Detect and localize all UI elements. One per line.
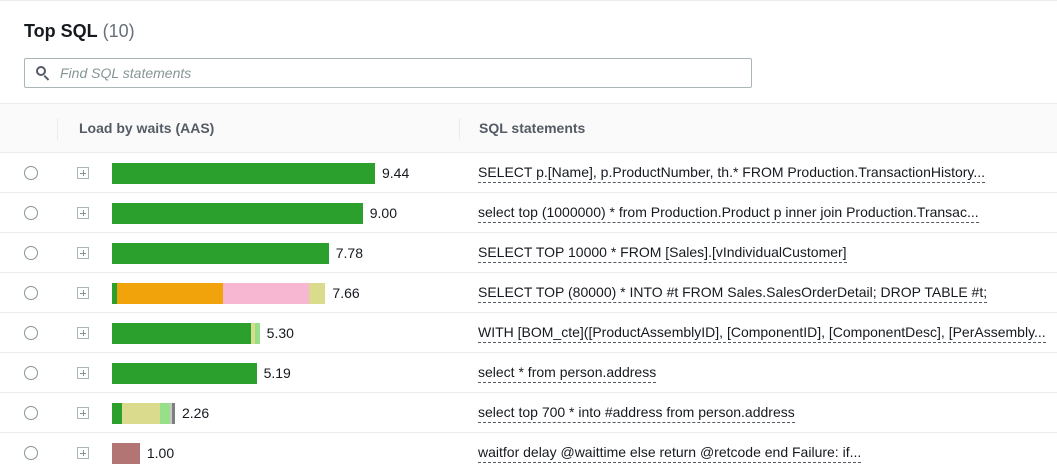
load-bar-segment[interactable] [251,323,256,344]
sql-statement-link[interactable]: SELECT TOP 10000 * FROM [Sales].[vIndivi… [478,243,847,263]
column-divider [459,118,460,140]
load-bar[interactable] [112,443,140,464]
load-bar-segment[interactable] [112,403,123,424]
search-box[interactable] [24,58,752,88]
expand-row-icon[interactable] [77,407,89,419]
row-select-radio[interactable] [24,166,38,180]
load-bar-segment[interactable] [171,403,175,424]
expand-row-icon[interactable] [77,287,89,299]
load-bar-segment[interactable] [112,243,329,264]
load-bar-segment[interactable] [112,363,257,384]
load-value: 9.00 [369,205,397,221]
sql-statement-link[interactable]: WITH [BOM_cte]([ProductAssemblyID], [Com… [478,323,1046,343]
load-bar[interactable] [112,323,260,344]
row-select-radio[interactable] [24,366,38,380]
statement-count: (10) [102,21,135,41]
table-row[interactable]: 5.19 select * from person.address [0,353,1057,393]
load-value: 9.44 [382,165,410,181]
load-bar-segment[interactable] [117,283,224,304]
load-bar-segment[interactable] [255,323,260,344]
expand-row-icon[interactable] [77,327,89,339]
load-bar[interactable] [112,283,326,304]
search-input[interactable] [60,65,740,81]
table-row[interactable]: 7.78 SELECT TOP 10000 * FROM [Sales].[vIn… [0,233,1057,273]
load-bar-segment[interactable] [112,283,117,304]
table-row[interactable]: 7.66 SELECT TOP (80000) * INTO #t FROM Sa… [0,273,1057,313]
sql-statement-link[interactable]: select * from person.address [478,363,657,383]
table-row[interactable]: 5.30 WITH [BOM_cte]([ProductAssemblyID], … [0,313,1057,353]
table-row[interactable]: 9.00 select top (1000000) * from Producti… [0,193,1057,233]
load-value: 5.30 [266,325,294,341]
expand-row-icon[interactable] [77,447,89,459]
row-select-radio[interactable] [24,206,38,220]
row-select-radio[interactable] [24,326,38,340]
expand-row-icon[interactable] [77,167,89,179]
load-bar-segment[interactable] [112,163,375,184]
column-header-sql[interactable]: SQL statements [479,120,586,136]
row-select-radio[interactable] [24,286,38,300]
load-bar[interactable] [112,403,175,424]
load-bar-segment[interactable] [170,403,172,424]
load-bar-segment[interactable] [160,403,171,424]
load-bar-segment[interactable] [223,283,309,304]
column-divider [57,118,58,140]
expand-row-icon[interactable] [77,247,89,259]
load-bar-segment[interactable] [112,203,363,224]
row-select-radio[interactable] [24,246,38,260]
table-header: Load by waits (AAS) SQL statements [0,103,1057,153]
load-bar-segment[interactable] [308,283,326,304]
load-bar-segment[interactable] [112,323,252,344]
load-value: 5.19 [263,365,291,381]
panel-header: Top SQL (10) [24,21,135,45]
sql-statement-link[interactable]: SELECT TOP (80000) * INTO #t FROM Sales.… [478,283,988,303]
load-bar[interactable] [112,363,257,384]
load-value: 1.00 [146,445,175,461]
load-value: 7.66 [332,285,360,301]
row-select-radio[interactable] [24,406,38,420]
sql-statement-link[interactable]: waitfor delay @waittime else return @ret… [478,443,862,463]
expand-row-icon[interactable] [77,207,89,219]
search-icon [35,65,51,81]
load-value: 7.78 [335,245,363,261]
sql-statement-link[interactable]: SELECT p.[Name], p.ProductNumber, th.* F… [478,163,986,183]
column-header-load[interactable]: Load by waits (AAS) [79,120,215,136]
table-row[interactable]: 2.26 select top 700 * into #address from … [0,393,1057,433]
load-value: 2.26 [181,405,210,421]
load-bar-segment[interactable] [112,443,140,464]
load-bar[interactable] [112,163,375,184]
table-row[interactable]: 1.00 waitfor delay @waittime else return … [0,433,1057,467]
table-row[interactable]: 9.44 SELECT p.[Name], p.ProductNumber, th… [0,153,1057,193]
panel-title: Top SQL [24,21,98,41]
expand-row-icon[interactable] [77,367,89,379]
sql-statement-link[interactable]: select top 700 * into #address from pers… [478,403,795,423]
load-bar-segment[interactable] [122,403,161,424]
load-bar[interactable] [112,243,329,264]
row-select-radio[interactable] [24,446,38,460]
sql-statement-link[interactable]: select top (1000000) * from Production.P… [478,203,979,223]
load-bar[interactable] [112,203,363,224]
